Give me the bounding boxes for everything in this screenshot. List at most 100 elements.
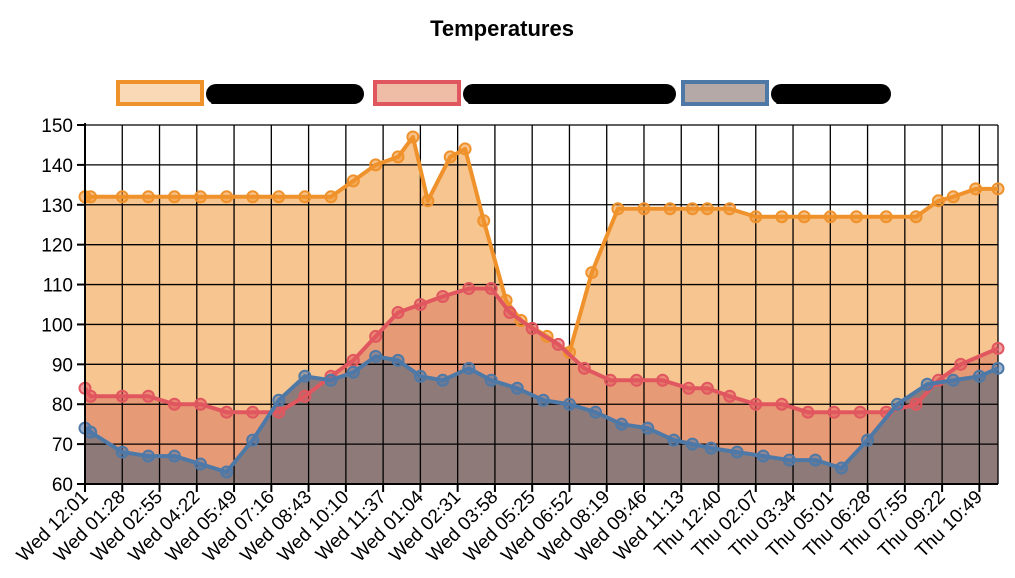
data-point <box>298 190 312 204</box>
data-point <box>641 421 655 435</box>
data-point <box>797 210 811 224</box>
legend-swatch <box>373 80 461 106</box>
data-point <box>436 290 450 304</box>
data-point <box>991 361 1005 375</box>
data-point <box>700 202 714 216</box>
data-point <box>141 190 155 204</box>
redaction-bar <box>206 84 364 104</box>
data-point <box>723 389 737 403</box>
legend: [redacted][redacted][redacted] <box>116 80 891 106</box>
data-point <box>443 150 457 164</box>
data-point <box>782 453 796 467</box>
data-point <box>272 393 286 407</box>
data-point <box>391 305 405 319</box>
data-point <box>808 453 822 467</box>
data-point <box>484 373 498 387</box>
data-point <box>667 433 681 447</box>
data-point <box>909 210 923 224</box>
data-point <box>890 397 904 411</box>
data-point <box>421 194 435 208</box>
data-point <box>834 461 848 475</box>
data-point <box>589 405 603 419</box>
y-tick-label: 70 <box>52 435 73 456</box>
legend-swatch <box>116 80 204 106</box>
data-point <box>585 266 599 280</box>
data-point <box>685 437 699 451</box>
data-point <box>823 210 837 224</box>
data-point <box>391 150 405 164</box>
data-point <box>167 397 181 411</box>
data-point <box>458 142 472 156</box>
grid <box>84 124 999 485</box>
data-point <box>525 321 539 335</box>
redaction-bar <box>771 84 891 104</box>
data-point <box>663 202 677 216</box>
data-point <box>84 425 98 439</box>
data-point <box>220 190 234 204</box>
data-point <box>730 445 744 459</box>
y-tick-label: 120 <box>41 236 73 257</box>
plot-areas <box>85 136 998 484</box>
data-point <box>775 397 789 411</box>
data-point <box>615 417 629 431</box>
data-point <box>562 397 576 411</box>
data-point <box>298 369 312 383</box>
data-point <box>685 202 699 216</box>
data-point <box>630 373 644 387</box>
data-point <box>272 190 286 204</box>
data-point <box>946 373 960 387</box>
data-point <box>194 397 208 411</box>
data-point <box>969 182 983 196</box>
data-point <box>954 357 968 371</box>
data-point <box>920 377 934 391</box>
data-point <box>503 305 517 319</box>
y-tick-label: 150 <box>41 116 73 137</box>
data-point <box>853 405 867 419</box>
data-point <box>84 190 98 204</box>
y-tick-label: 90 <box>52 355 73 376</box>
chart-title: Temperatures <box>430 16 574 41</box>
data-point <box>115 190 129 204</box>
data-point <box>775 210 789 224</box>
data-point <box>536 393 550 407</box>
data-point <box>682 381 696 395</box>
data-point <box>909 397 923 411</box>
data-point <box>946 190 960 204</box>
data-point <box>462 282 476 296</box>
data-point <box>849 210 863 224</box>
data-point <box>879 210 893 224</box>
legend-swatch <box>681 80 769 106</box>
data-point <box>141 449 155 463</box>
data-point <box>324 190 338 204</box>
data-point <box>827 405 841 419</box>
data-point <box>756 449 770 463</box>
data-point <box>84 389 98 403</box>
data-point <box>141 389 155 403</box>
data-point <box>637 202 651 216</box>
data-point <box>346 365 360 379</box>
data-point <box>656 373 670 387</box>
data-point <box>346 174 360 188</box>
data-point <box>406 130 420 144</box>
redaction-bar <box>463 84 676 104</box>
y-tick-label: 80 <box>52 395 73 416</box>
data-point <box>346 353 360 367</box>
plot-lines <box>78 130 1005 479</box>
data-point <box>167 449 181 463</box>
data-point <box>704 441 718 455</box>
data-point <box>167 190 181 204</box>
data-point <box>477 214 491 228</box>
data-point <box>115 389 129 403</box>
data-point <box>603 373 617 387</box>
data-point <box>413 369 427 383</box>
y-tick-label: 110 <box>43 276 73 297</box>
data-point <box>749 397 763 411</box>
data-point <box>369 158 383 172</box>
data-point <box>220 405 234 419</box>
data-point <box>246 190 260 204</box>
data-point <box>801 405 815 419</box>
data-point <box>413 298 427 311</box>
y-tick-label: 140 <box>41 156 73 177</box>
data-point <box>577 361 591 375</box>
